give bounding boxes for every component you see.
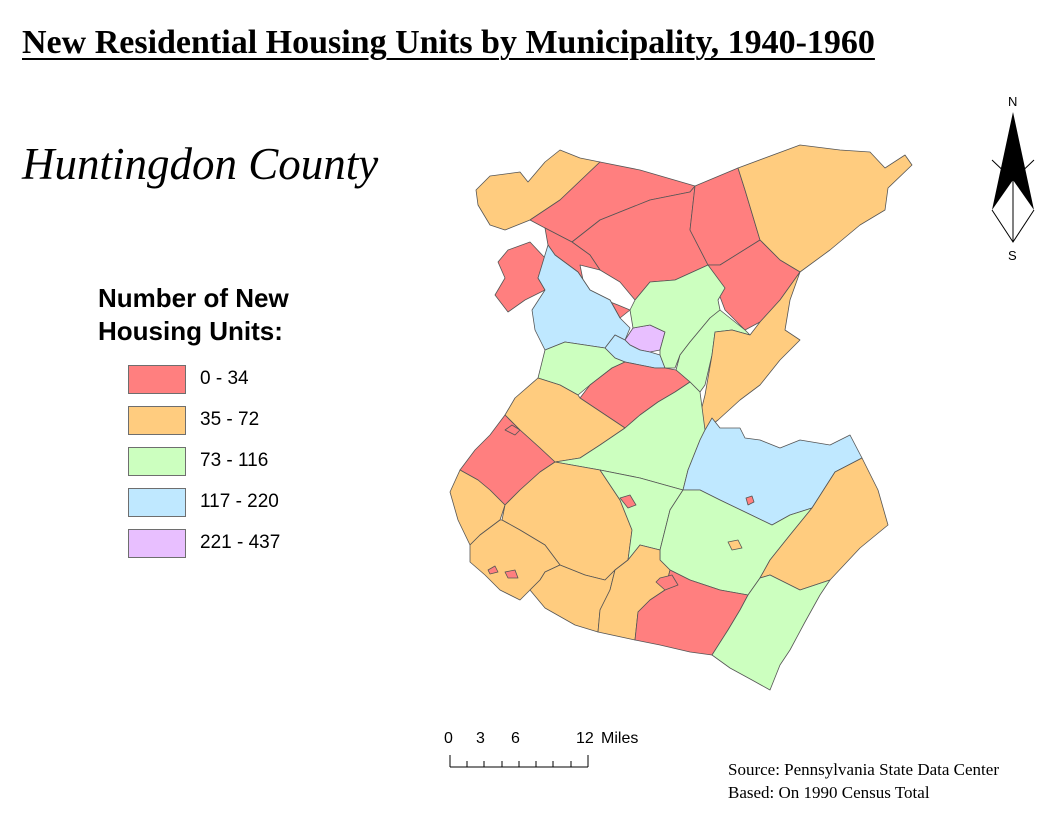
north-arrow-icon (991, 112, 1035, 243)
municipality-region (504, 424, 521, 436)
legend-swatch (128, 364, 186, 394)
legend-label: 35 - 72 (200, 409, 260, 430)
legend-item: 73 - 116 (128, 446, 358, 476)
legend-swatch (128, 405, 186, 435)
legend-swatch (128, 528, 186, 558)
municipality-region (655, 574, 679, 591)
legend-label: 117 - 220 (200, 491, 279, 512)
legend-item: 117 - 220 (128, 487, 358, 517)
municipality-region (619, 494, 637, 509)
legend-swatch (128, 487, 186, 517)
municipality-region (711, 574, 831, 691)
scale-unit-label: Miles (601, 730, 639, 747)
north-label: N (1008, 94, 1018, 109)
county-name: Huntingdon County (22, 139, 379, 189)
legend-items: 0 - 34 35 - 72 73 - 116 117 - 220 221 - … (128, 364, 358, 558)
municipality-region (727, 539, 743, 551)
legend-item: 0 - 34 (128, 364, 358, 394)
municipality-region (745, 495, 755, 506)
scale-bar-line (449, 755, 589, 768)
source-basis-line: Based: On 1990 Census Total (728, 783, 930, 802)
legend-label: 0 - 34 (200, 368, 249, 389)
scale-tick-label: 6 (511, 730, 520, 747)
legend-label: 73 - 116 (200, 450, 269, 471)
municipality-region (494, 241, 546, 313)
municipality-region (504, 569, 519, 579)
legend-swatch (128, 446, 186, 476)
source-line: Source: Pennsylvania State Data Center (728, 760, 999, 779)
source-note: Source: Pennsylvania State Data Center B… (728, 758, 999, 804)
municipality-region (475, 149, 601, 231)
north-arrow: N S (988, 92, 1038, 263)
map-title: New Residential Housing Units by Municip… (22, 24, 875, 61)
scale-tick-label: 0 (444, 730, 453, 747)
legend-title: Number of New Housing Units: (98, 283, 289, 346)
legend: Number of New Housing Units: 0 - 34 35 -… (98, 282, 358, 569)
scale-tick-label: 12 (576, 730, 594, 747)
municipality-region (487, 565, 499, 575)
scale-tick-label: 3 (476, 730, 485, 747)
municipality-region (634, 569, 749, 656)
south-label: S (1008, 248, 1017, 263)
legend-item: 35 - 72 (128, 405, 358, 435)
legend-item: 221 - 437 (128, 528, 358, 558)
scale-bar: 0 3 6 12 Miles (444, 730, 654, 775)
legend-label: 221 - 437 (200, 532, 281, 553)
